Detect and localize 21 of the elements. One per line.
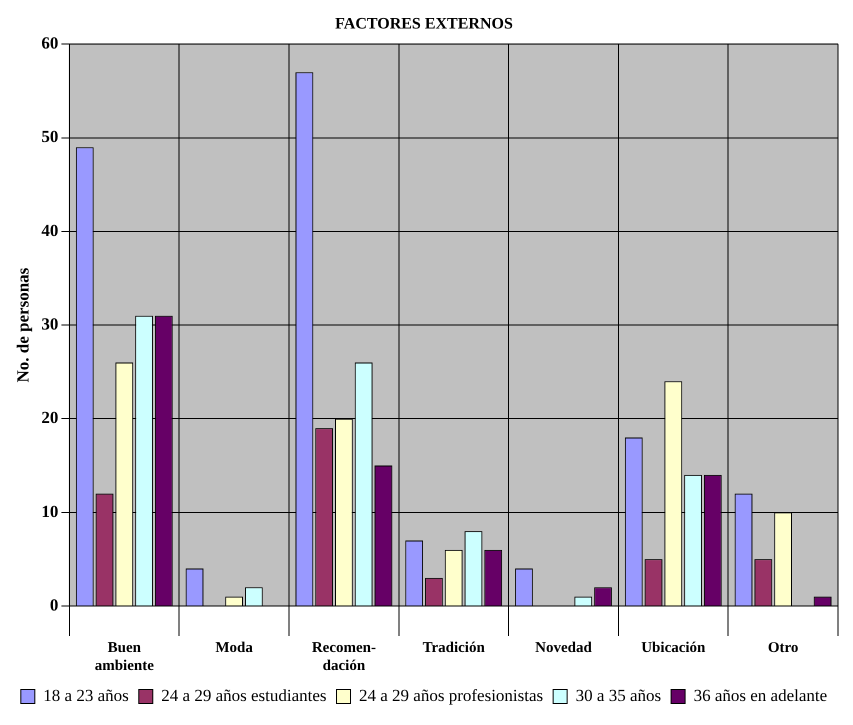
- x-tick-label: Tradición: [422, 640, 486, 656]
- y-tick-label: 50: [41, 127, 58, 146]
- y-tick-label: 30: [41, 314, 58, 334]
- legend-label: 24 a 29 años estudiantes: [161, 686, 327, 705]
- x-tick-label: Ubicación: [641, 640, 706, 656]
- y-tick-label: 40: [41, 220, 58, 240]
- y-tick-label: 20: [41, 408, 58, 428]
- x-tick-label: Novedad: [535, 640, 592, 656]
- chart-title: FACTORES EXTERNOS: [335, 16, 513, 33]
- y-tick-label: 10: [41, 502, 58, 521]
- legend-label: 36 años en adelante: [694, 686, 828, 705]
- legend-label: 24 a 29 años profesionistas: [359, 686, 544, 705]
- legend-label: 18 a 23 años: [43, 686, 129, 705]
- y-tick-label: 0: [50, 595, 58, 614]
- x-tick-label: Recomen- dación: [312, 640, 376, 674]
- y-tick-label: 60: [41, 34, 58, 53]
- x-tick-label: Buen ambiente: [94, 640, 154, 674]
- y-axis-title: No. de personas: [14, 267, 33, 382]
- x-tick-label: Otro: [768, 640, 798, 656]
- x-tick-label: Moda: [215, 640, 254, 656]
- legend-label: 30 a 35 años: [576, 686, 662, 705]
